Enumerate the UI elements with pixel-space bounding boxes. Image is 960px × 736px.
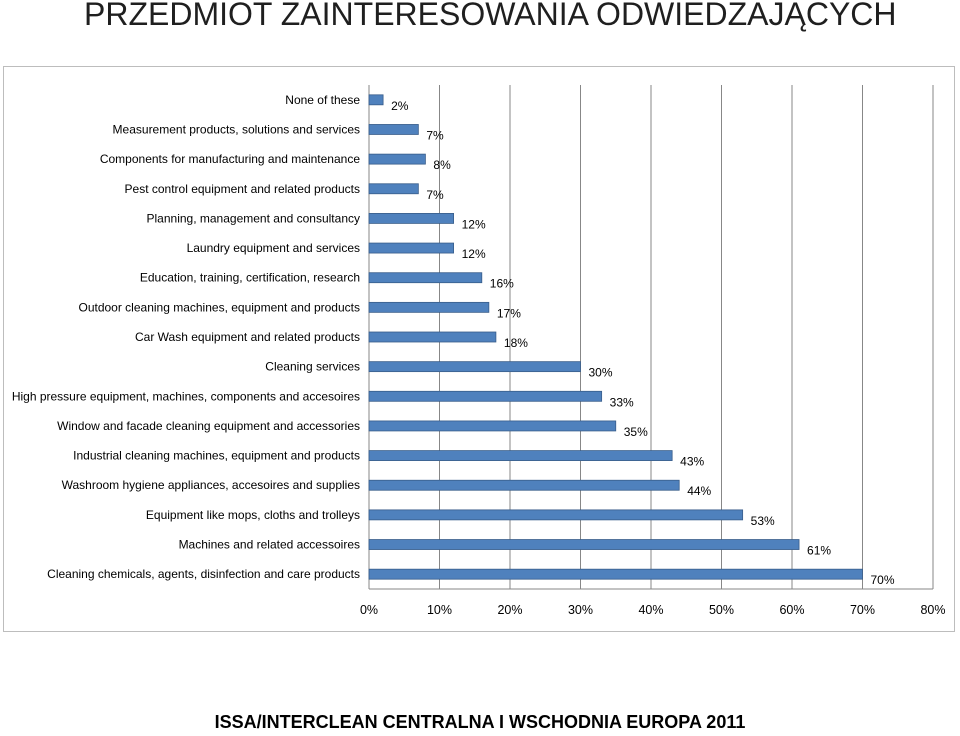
category-label: Measurement products, solutions and serv…: [113, 122, 360, 136]
data-label: 2%: [391, 99, 409, 113]
bar: [368, 390, 603, 402]
data-label: 30%: [589, 366, 613, 380]
data-label: 12%: [462, 217, 486, 231]
x-tick-label: 0%: [360, 603, 378, 617]
category-label: Planning, management and consultancy: [147, 211, 360, 225]
category-label: High pressure equipment, machines, compo…: [12, 389, 360, 403]
bar: [368, 331, 497, 343]
bar: [368, 94, 384, 106]
category-label: None of these: [285, 93, 360, 107]
bars: [368, 94, 863, 580]
data-label: 18%: [504, 336, 528, 350]
gridlines: [368, 85, 934, 590]
category-label: Machines and related accessoires: [179, 538, 360, 552]
data-label: 70%: [871, 573, 895, 587]
category-label: Window and facade cleaning equipment and…: [57, 419, 360, 433]
category-label: Washroom hygiene appliances, accesoires …: [62, 478, 360, 492]
page-title: PRZEDMIOT ZAINTERESOWANIA ODWIEDZAJĄCYCH: [84, 0, 897, 32]
bar: [368, 301, 490, 313]
data-label: 43%: [680, 455, 704, 469]
data-label: 8%: [433, 158, 451, 172]
bar: [368, 361, 581, 373]
x-tick-label: 30%: [568, 603, 593, 617]
bar: [368, 450, 673, 461]
data-label: 61%: [807, 544, 831, 558]
data-label: 12%: [462, 247, 486, 261]
category-label: Education, training, certification, rese…: [140, 271, 360, 285]
bar: [368, 568, 863, 580]
bar: [368, 183, 419, 195]
x-axis-ticks: 0% 10% 20% 30% 40% 50% 60% 70% 80%: [360, 603, 946, 617]
bar: [368, 479, 680, 491]
chart-frame: None of these Measurement products, solut…: [3, 66, 955, 632]
data-label: 44%: [687, 484, 711, 498]
bar: [368, 539, 800, 550]
data-label: 33%: [610, 395, 634, 409]
data-label: 53%: [751, 514, 775, 528]
category-label: Outdoor cleaning machines, equipment and…: [78, 300, 360, 314]
category-label: Industrial cleaning machines, equipment …: [73, 449, 360, 463]
bar: [368, 213, 454, 224]
footer-caption: ISSA/INTERCLEAN CENTRALNA I WSCHODNIA EU…: [214, 712, 746, 732]
bar: [368, 153, 426, 165]
category-label: Components for manufacturing and mainten…: [100, 152, 360, 166]
category-label: Pest control equipment and related produ…: [125, 182, 360, 196]
data-label: 35%: [624, 425, 648, 439]
data-labels: 2% 7% 8% 7% 12% 12% 16% 17% 18% 30% 33% 35% 43% 44% 53…: [391, 99, 895, 587]
category-labels: None of these Measurement products, solut…: [12, 93, 361, 581]
category-label: Car Wash equipment and related products: [135, 330, 360, 344]
category-label: Laundry equipment and services: [187, 241, 360, 255]
data-label: 7%: [426, 188, 444, 202]
bar: [368, 272, 483, 284]
x-tick-label: 50%: [709, 603, 734, 617]
x-tick-label: 10%: [427, 603, 452, 617]
category-label: Equipment like mops, cloths and trolleys: [146, 508, 360, 522]
bar: [368, 242, 454, 254]
data-label: 7%: [426, 128, 444, 142]
category-label: Cleaning chemicals, agents, disinfection…: [47, 567, 360, 581]
bar-chart: None of these Measurement products, solut…: [12, 85, 946, 617]
x-tick-label: 80%: [920, 603, 945, 617]
bar: [368, 509, 744, 521]
data-label: 17%: [497, 306, 521, 320]
bar: [368, 124, 419, 135]
category-label: Cleaning services: [265, 360, 360, 374]
x-tick-label: 20%: [497, 603, 522, 617]
x-tick-label: 60%: [779, 603, 804, 617]
bar: [368, 420, 617, 432]
x-tick-label: 40%: [638, 603, 663, 617]
x-tick-label: 70%: [850, 603, 875, 617]
data-label: 16%: [490, 277, 514, 291]
